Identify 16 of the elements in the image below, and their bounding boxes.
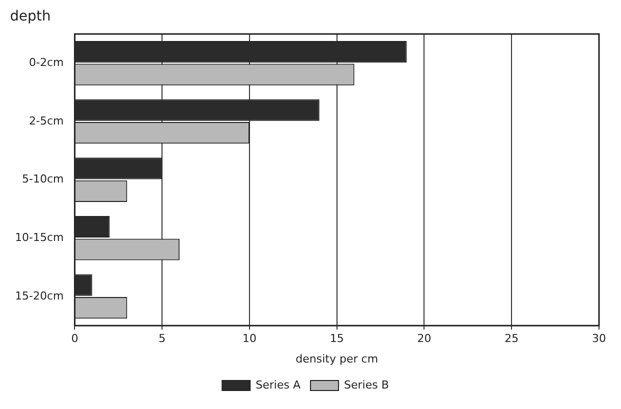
- legend-label: Series B: [344, 378, 389, 392]
- x-tick-label: 15: [330, 332, 344, 346]
- y-tick-label: 5-10cm: [22, 172, 64, 186]
- y-tick-label: 0-2cm: [28, 56, 64, 70]
- y-tick-label: 15-20cm: [14, 289, 64, 302]
- y-tick-label: 2-5cm: [28, 114, 64, 128]
- x-tick-label: 10: [242, 332, 256, 346]
- y-axis-title: depth: [10, 8, 51, 25]
- x-tick-label: 0: [71, 332, 78, 346]
- x-axis-title: density per cm: [296, 352, 378, 366]
- x-tick-label: 5: [158, 332, 166, 346]
- y-tick-label: 10-15cm: [14, 230, 64, 244]
- x-tick-label: 20: [417, 332, 432, 346]
- legend-label: Series A: [256, 378, 301, 392]
- x-tick-label: 25: [504, 332, 519, 346]
- x-tick-label: 30: [592, 332, 606, 346]
